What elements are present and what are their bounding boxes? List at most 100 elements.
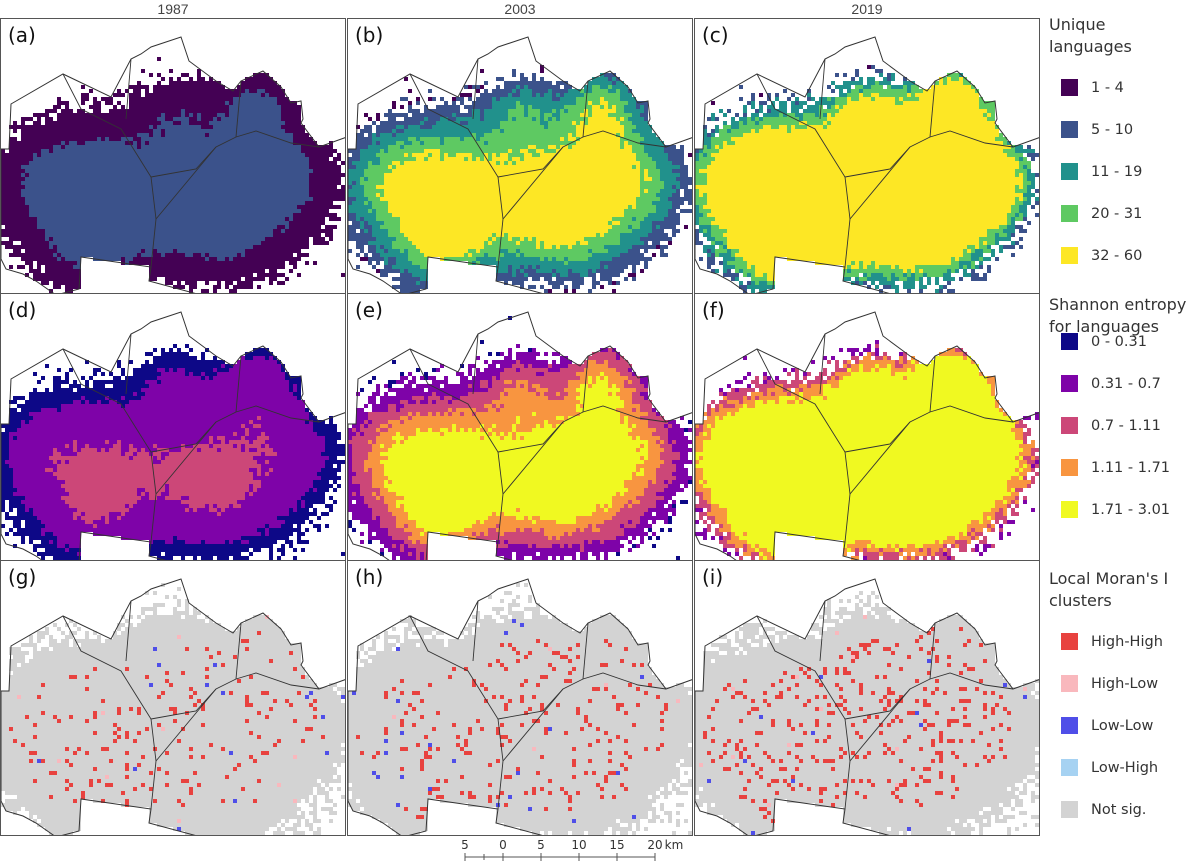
district-boundary [849, 421, 911, 495]
raster-map [695, 36, 1039, 293]
district-boundary [502, 688, 564, 762]
legend-label: 1.11 - 1.71 [1091, 457, 1170, 479]
map-panel-g: (g) [0, 560, 346, 836]
raster-map [1, 36, 345, 293]
scale-bar: 5 0 5 10 15 20 km [455, 838, 715, 864]
panel-label: (a) [8, 23, 36, 47]
legend-label: High-Low [1091, 673, 1158, 695]
district-boundary [756, 615, 851, 810]
district-boundary [62, 615, 157, 810]
raster-cells [1, 57, 345, 293]
district-boundary [125, 333, 132, 395]
legend-title-line1: Local Moran's I [1049, 568, 1199, 590]
legend-label: 0.7 - 1.11 [1091, 415, 1161, 437]
study-area-boundary [695, 578, 1039, 835]
panel-label: (b) [355, 23, 383, 47]
panel-label: (e) [355, 298, 383, 322]
raster-cells [348, 583, 692, 835]
district-boundary [502, 146, 564, 220]
district-boundary [756, 348, 851, 543]
legend-unique-languages: Unique languages 1 - 4 5 - 10 11 - 19 20… [1049, 14, 1199, 274]
district-boundary [125, 600, 132, 662]
legend-title-line1: Unique [1049, 14, 1199, 36]
district-boundary [155, 146, 217, 220]
scale-unit: km [665, 838, 684, 852]
panel-label: (i) [702, 565, 723, 589]
legend-swatch [1061, 459, 1078, 476]
raster-map [348, 311, 692, 568]
legend-label: 1.71 - 3.01 [1091, 499, 1170, 521]
map-panel-h: (h) [347, 560, 693, 836]
legend-shannon-entropy: Shannon entropy for languages 0 - 0.31 0… [1049, 294, 1199, 556]
legend-swatch [1061, 205, 1078, 222]
legend-label: 20 - 31 [1091, 203, 1142, 225]
district-boundary [472, 58, 479, 120]
district-boundary [235, 355, 242, 413]
raster-cells [348, 65, 692, 293]
study-area-boundary [1, 36, 345, 293]
legend-label: Low-High [1091, 757, 1158, 779]
legend-morans-clusters: Local Moran's I clusters High-High High-… [1049, 568, 1199, 828]
scale-bar-line [464, 853, 656, 861]
scale-tick-label: 0 [499, 838, 507, 852]
district-boundary [849, 146, 911, 220]
legend-label: 5 - 10 [1091, 119, 1133, 141]
district-boundary [62, 348, 157, 543]
district-boundary [409, 73, 504, 268]
legend-label: 0 - 0.31 [1091, 331, 1147, 353]
scale-tick-label: 10 [571, 838, 586, 852]
legend-label: 11 - 19 [1091, 161, 1142, 183]
legend-swatch [1061, 675, 1078, 692]
map-panel-i: (i) [694, 560, 1040, 836]
study-area-boundary [695, 36, 1039, 293]
legend-title-line2: clusters [1049, 590, 1199, 612]
legend-swatch [1061, 633, 1078, 650]
legend-label: 0.31 - 0.7 [1091, 373, 1161, 395]
district-boundary [472, 600, 479, 662]
legend-swatch [1061, 417, 1078, 434]
district-boundary [929, 80, 936, 138]
district-boundary [756, 73, 851, 268]
district-boundary [819, 58, 826, 120]
legend-label: 32 - 60 [1091, 245, 1142, 267]
panel-label: (d) [8, 298, 36, 322]
map-panel-c: (c) [694, 18, 1040, 294]
district-boundary [472, 333, 479, 395]
legend-swatch [1061, 759, 1078, 776]
map-panel-d: (d) [0, 293, 346, 569]
scale-tick-label: 5 [537, 838, 545, 852]
raster-map [695, 578, 1039, 835]
study-area-boundary [348, 578, 692, 835]
year-heading-2019: 2019 [694, 0, 1040, 18]
panel-label: (g) [8, 565, 36, 589]
district-boundary [929, 355, 936, 413]
legend-swatch [1061, 333, 1078, 350]
raster-map [695, 311, 1039, 568]
legend-title-line1: Shannon entropy [1049, 294, 1199, 316]
map-panel-a: (a) [0, 18, 346, 294]
raster-map [1, 311, 345, 568]
legend-swatch [1061, 501, 1078, 518]
study-area-boundary [348, 36, 692, 293]
legend-swatch [1061, 801, 1078, 818]
district-boundary [819, 600, 826, 662]
raster-cells [695, 65, 1039, 293]
district-boundary [502, 421, 564, 495]
raster-cells [1, 344, 345, 568]
district-boundary [155, 688, 217, 762]
study-area-boundary [1, 578, 345, 835]
legend-swatch [1061, 717, 1078, 734]
district-boundary [582, 355, 589, 413]
district-boundary [819, 333, 826, 395]
scale-tick-label: 5 [461, 838, 469, 852]
panel-label: (c) [702, 23, 729, 47]
raster-map [1, 578, 345, 835]
legend-label: Not sig. [1091, 799, 1146, 821]
raster-cells [695, 591, 1039, 835]
district-boundary [62, 73, 157, 268]
legend-label: Low-Low [1091, 715, 1153, 737]
district-boundary [409, 348, 504, 543]
legend-label: High-High [1091, 631, 1163, 653]
legend-swatch [1061, 163, 1078, 180]
district-boundary [582, 622, 589, 680]
